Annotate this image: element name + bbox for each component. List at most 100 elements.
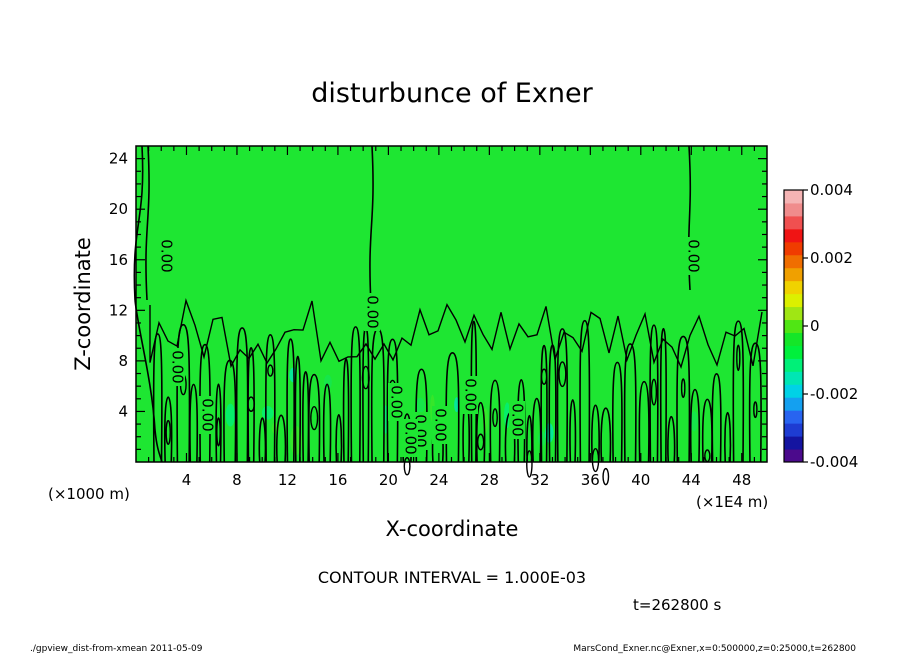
x-tick-label: 44	[682, 471, 701, 489]
contour-loop	[623, 343, 637, 463]
field-patch	[504, 402, 511, 429]
contour-loop	[667, 415, 676, 463]
x-tick-label: 20	[379, 471, 398, 489]
colorbar-label: 0.002	[810, 249, 853, 267]
colorbar-label: -0.004	[810, 453, 858, 471]
field-background	[136, 146, 767, 462]
y-axis: 4 8 12 16 20 24	[109, 150, 767, 450]
contour-loop	[275, 414, 287, 463]
contour-label: 0.00	[158, 239, 176, 272]
x-tick-label: 24	[429, 471, 448, 489]
colorbar-swatch	[784, 358, 803, 372]
contour-loop	[736, 344, 741, 372]
contour-loop	[602, 467, 610, 486]
contour-label-bg	[685, 237, 701, 275]
x-tick-label: 48	[732, 471, 751, 489]
contour-loop	[247, 396, 256, 412]
x-unit-label: (×1E4 m)	[696, 493, 768, 511]
x-tick-label: 16	[328, 471, 347, 489]
x-tick-label: 32	[530, 471, 549, 489]
contour-loop	[342, 358, 350, 463]
contour-loop	[294, 355, 302, 463]
colorbar-swatch	[784, 254, 803, 269]
contour-loop	[189, 383, 199, 463]
colorbar-swatch	[784, 397, 803, 411]
contour-loop	[265, 333, 276, 463]
x-axis-label: X-coordinate	[386, 517, 519, 541]
contour-envelope	[149, 297, 763, 370]
colorbar-swatch	[784, 345, 803, 359]
contour-loop	[215, 383, 222, 463]
colorbar-swatch	[784, 436, 803, 450]
contour-loop	[492, 408, 498, 428]
contour-label-bg	[169, 348, 185, 386]
contour-label: 0.00	[169, 350, 187, 383]
contour-loop	[569, 399, 577, 463]
colorbar-label: 0	[810, 317, 820, 335]
colorbar-swatch	[784, 202, 803, 217]
contour-loop	[540, 368, 548, 385]
y-tick-label: 16	[109, 251, 128, 269]
y-tick-label: 24	[109, 150, 128, 168]
colorbar-swatch	[784, 332, 803, 346]
contour-label: 0.00	[388, 385, 406, 418]
contour-label: 0.00	[402, 421, 420, 454]
contour-loop	[591, 447, 600, 473]
contour-loop	[650, 378, 658, 406]
contour-loop	[724, 411, 732, 463]
contour-loop	[638, 380, 650, 463]
x-axis: 4 8 12 16 20 24 28 32 36 40 44 48	[148, 146, 755, 489]
contour-loop	[361, 365, 370, 390]
contour-loop	[611, 361, 623, 463]
y-axis-label: Z-coordinate	[71, 237, 95, 371]
y-tick-label: 12	[109, 301, 128, 319]
y-tick-label: 20	[109, 200, 128, 218]
contour-label: 0.00	[462, 378, 480, 411]
colorbar-label: 0.004	[810, 181, 853, 199]
contour-labels: 0.00 0.00 0.00 0.00 0.00 0.00 0.00 0.00 0.00 0.00…	[158, 237, 703, 457]
contour-loop	[711, 373, 722, 463]
contour-loop	[659, 327, 667, 463]
contour-loop	[680, 378, 686, 398]
colorbar-swatch	[784, 241, 803, 256]
colorbar: 0.004 0.002 0 -0.002 -0.004	[783, 181, 858, 471]
contour-loop	[286, 338, 295, 463]
contour-label-bg	[509, 401, 525, 439]
contour-loop	[322, 383, 332, 463]
contour-label-bg	[199, 396, 215, 434]
colorbar-swatch	[784, 267, 803, 282]
colorbar-swatch	[784, 215, 803, 230]
contour-label: 0.00	[364, 295, 382, 328]
plot-area	[136, 146, 767, 462]
x-tick-label: 36	[581, 471, 600, 489]
contour-label-bg	[388, 383, 404, 421]
colorbar-swatch	[784, 293, 803, 308]
colorbar-swatch	[784, 319, 803, 333]
y-unit-label: (×1000 m)	[48, 485, 130, 503]
contour-loop	[350, 326, 361, 463]
contour-loop	[476, 433, 485, 451]
contour-loop	[526, 450, 533, 478]
footer-right: MarsCond_Exner.nc@Exner,x=0:500000,z=0:2…	[573, 644, 856, 654]
footer-left: ./gpview_dist-from-xmean 2011-05-09	[30, 644, 203, 654]
contour-label-bg	[402, 419, 418, 457]
contour-loop	[489, 379, 501, 463]
contour-loop	[579, 319, 591, 463]
contour-label-bg	[364, 293, 380, 331]
x-tick-label: 8	[232, 471, 242, 489]
contour-loop	[732, 320, 745, 463]
contour-loop	[748, 342, 762, 463]
x-tick-label: 4	[182, 471, 192, 489]
contour-loop	[475, 401, 486, 463]
chart-title: disturbunce of Exner	[311, 78, 593, 109]
contour-interval-text: CONTOUR INTERVAL = 1.000E-03	[318, 568, 586, 587]
contour-label-bg	[158, 237, 174, 275]
colorbar-swatch	[784, 280, 803, 295]
contour-loop	[165, 419, 171, 446]
y-tick-label: 4	[118, 402, 128, 420]
contour-loop	[267, 364, 274, 377]
field-patch	[261, 406, 274, 420]
contour-loop	[558, 361, 567, 388]
contour-label: 0.00	[199, 398, 217, 431]
